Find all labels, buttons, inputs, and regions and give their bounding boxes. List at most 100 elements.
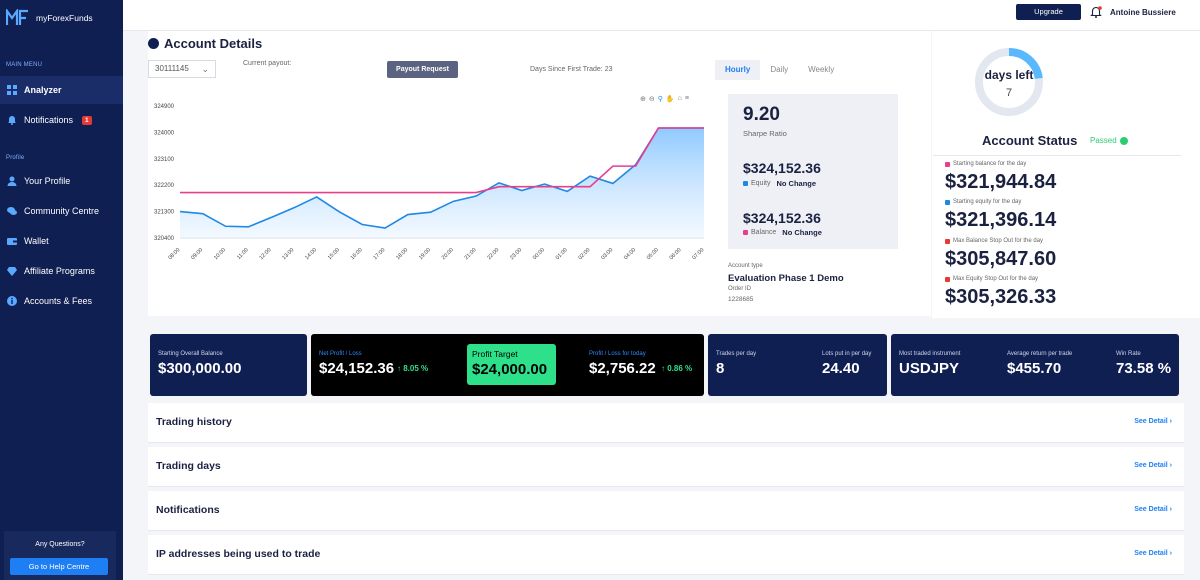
- help-question: Any Questions?: [35, 541, 85, 548]
- sidebar-item-label: Analyzer: [24, 85, 62, 95]
- user-name[interactable]: Antoine Bussiere: [1110, 8, 1176, 17]
- sidebar-item-analyzer[interactable]: Analyzer: [0, 76, 123, 104]
- x-tick-label: 15:00: [327, 247, 341, 261]
- starting-balance-value: $300,000.00: [158, 360, 242, 377]
- x-tick-label: 23:00: [509, 247, 523, 261]
- see-detail-link[interactable]: See Detail ›: [1134, 550, 1172, 557]
- payout-request-button[interactable]: Payout Request: [387, 61, 458, 78]
- zoom-out-icon[interactable]: ⊖: [648, 96, 655, 103]
- see-detail-link[interactable]: See Detail ›: [1134, 506, 1172, 513]
- status-row-value: $321,396.14: [945, 209, 1057, 231]
- status-row-text: Max Balance Stop Out for the day: [953, 238, 1044, 244]
- x-tick-label: 21:00: [464, 247, 478, 261]
- sidebar-item-label: Your Profile: [24, 176, 71, 186]
- x-tick-label: 19:00: [418, 247, 432, 261]
- equity-label: Equity: [751, 180, 771, 187]
- win-rate-label: Win Rate: [1116, 351, 1141, 357]
- sidebar-item-wallet[interactable]: Wallet: [0, 227, 123, 255]
- account-type-value: Evaluation Phase 1 Demo: [728, 273, 844, 284]
- status-row-value: $305,847.60: [945, 248, 1057, 270]
- sidebar-item-community-centre[interactable]: Community Centre: [0, 197, 123, 225]
- sidebar-item-label: Wallet: [24, 236, 49, 246]
- mff-logo-icon: [6, 9, 28, 25]
- sidebar-item-accounts-fees[interactable]: Accounts & Fees: [0, 287, 123, 315]
- swatch-icon: [945, 199, 950, 205]
- sidebar-item-label: Accounts & Fees: [24, 296, 93, 306]
- upgrade-button[interactable]: Upgrade: [1016, 4, 1081, 20]
- account-icon: [148, 38, 159, 49]
- wallet-icon: [7, 236, 17, 246]
- days-left-value: 7: [1005, 87, 1013, 99]
- profit-target-value: $24,000.00: [472, 361, 548, 378]
- bell-icon: [7, 115, 17, 125]
- equity-area: [180, 128, 704, 238]
- section-notifications[interactable]: Notifications See Detail ›: [148, 491, 1184, 531]
- order-id-label: Order ID: [728, 286, 752, 292]
- see-detail-link[interactable]: See Detail ›: [1134, 418, 1172, 425]
- swatch-icon: [945, 161, 950, 167]
- magnify-icon[interactable]: ⚲: [657, 96, 663, 103]
- x-tick-label: 00:00: [532, 247, 546, 261]
- trades-per-day-label: Trades per day: [716, 351, 757, 357]
- notification-bell-icon[interactable]: [1090, 6, 1102, 18]
- tab-hourly[interactable]: Hourly: [715, 60, 761, 80]
- section-ip-addresses[interactable]: IP addresses being used to trade See Det…: [148, 535, 1184, 575]
- status-row-text: Max Equity Stop Out for the day: [953, 276, 1039, 282]
- home-icon[interactable]: ⌂: [677, 95, 682, 102]
- user-icon: [7, 176, 17, 186]
- account-select[interactable]: 30111145 ⌄: [148, 60, 216, 78]
- sidebar-item-affiliate-programs[interactable]: Affiliate Programs: [0, 257, 123, 285]
- x-tick-label: 16:00: [350, 247, 364, 261]
- balance-label: Balance: [751, 229, 777, 236]
- section-title: Notifications: [156, 504, 220, 516]
- swatch-icon: [945, 238, 950, 244]
- days-left-label: days left: [984, 68, 1034, 82]
- x-tick-label: 09:00: [190, 247, 204, 261]
- swatch-icon: [945, 276, 950, 282]
- status-row-label: Max Balance Stop Out for the day: [945, 238, 1043, 244]
- zoom-in-icon[interactable]: ⊕: [640, 96, 646, 103]
- today-pl-percent: ↑ 0.86 %: [661, 364, 693, 373]
- tab-daily[interactable]: Daily: [770, 65, 789, 74]
- equity-swatch: [743, 181, 748, 186]
- net-pl-value: $24,152.36: [319, 360, 395, 377]
- pan-icon[interactable]: ✋: [665, 96, 675, 103]
- instrument-value: USDJPY: [899, 360, 960, 377]
- see-detail-link[interactable]: See Detail ›: [1134, 462, 1172, 469]
- account-number: 30111145: [155, 64, 189, 73]
- menu-icon[interactable]: ≡: [684, 95, 689, 102]
- status-row-text: Starting balance for the day: [953, 161, 1027, 167]
- net-pl-label: Net Profit / Loss: [319, 351, 362, 357]
- section-title: Trading history: [156, 416, 232, 428]
- x-tick-label: 14:00: [304, 247, 318, 261]
- top-bar: Upgrade Antoine Bussiere: [123, 0, 1200, 31]
- x-tick-label: 04:00: [623, 247, 637, 261]
- balance-legend: Balance No Change: [743, 228, 822, 237]
- instrument-label: Most traded instrument: [899, 351, 961, 357]
- brand-logo[interactable]: myForexFunds: [6, 9, 93, 27]
- x-tick-label: 17:00: [372, 247, 386, 261]
- win-rate-value: 73.58 %: [1116, 360, 1172, 377]
- profile-heading: Profile: [6, 155, 25, 161]
- sidebar-item-notifications[interactable]: Notifications 1: [0, 106, 123, 134]
- equity-line: [179, 127, 704, 229]
- sidebar-item-your-profile[interactable]: Your Profile: [0, 167, 123, 195]
- today-pl-label: Profit / Loss for today: [589, 351, 646, 357]
- x-tick-label: 07:00: [691, 247, 705, 261]
- status-badge: Passed: [1090, 136, 1128, 145]
- status-row-label: Max Equity Stop Out for the day: [945, 276, 1038, 282]
- y-tick-label: 321300: [154, 210, 175, 216]
- y-tick-label: 324900: [154, 104, 175, 110]
- help-centre-button[interactable]: Go to Help Centre: [10, 558, 108, 575]
- balance-swatch: [743, 230, 748, 235]
- tab-weekly[interactable]: Weekly: [808, 65, 835, 74]
- account-type-label: Account type: [728, 263, 763, 269]
- status-row-label: Starting equity for the day: [945, 199, 1021, 205]
- days-left-donut: [975, 48, 1043, 116]
- x-tick-label: 18:00: [395, 247, 409, 261]
- section-trading-days[interactable]: Trading days See Detail ›: [148, 447, 1184, 487]
- y-tick-label: 320400: [154, 236, 175, 242]
- section-trading-history[interactable]: Trading history See Detail ›: [148, 403, 1184, 443]
- performance-card: Most traded instrument USDJPY Average re…: [891, 334, 1179, 396]
- balance-value: $324,152.36: [743, 210, 821, 226]
